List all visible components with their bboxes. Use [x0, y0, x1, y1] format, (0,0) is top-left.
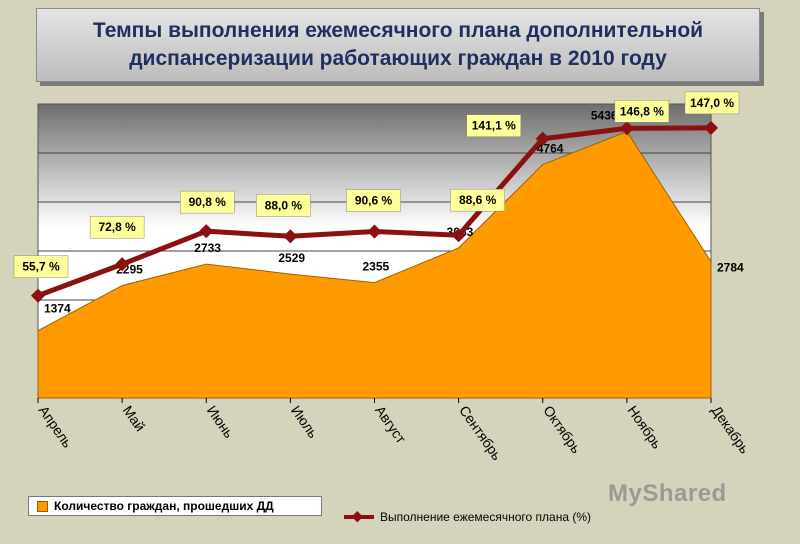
line-value-label: 88,0 % — [265, 198, 303, 212]
legend-area-label: Количество граждан, прошедших ДД — [54, 499, 274, 513]
line-value-label-box — [684, 91, 740, 115]
legend-area-swatch — [37, 500, 48, 512]
line-value-label: 90,6 % — [355, 194, 393, 208]
line-value-label-box — [466, 114, 521, 137]
area-series — [37, 131, 712, 399]
x-tick-label: Апрель — [36, 403, 76, 451]
line-point — [367, 224, 382, 239]
x-tick-label: Август — [372, 403, 410, 447]
area-value-label: 2733 — [194, 241, 221, 255]
area-value-label: 4764 — [537, 142, 564, 156]
line-value-label: 147,0 % — [690, 96, 734, 110]
legend-line-label: Выполнение ежемесячного плана (%) — [380, 510, 591, 524]
x-tick-label: Декабрь — [709, 403, 753, 457]
line-point — [30, 288, 46, 303]
x-tick-label: Ноябрь — [624, 403, 665, 452]
line-point — [451, 228, 466, 243]
line-value-label: 55,7 % — [22, 260, 60, 274]
chart-title-line-2: диспансеризации работающих граждан в 201… — [129, 47, 667, 70]
area-value-label: 2355 — [363, 260, 390, 274]
line-value-label: 90,8 % — [189, 195, 227, 209]
x-tick-label: Май — [120, 403, 149, 435]
x-tick-label: Июль — [288, 403, 322, 441]
line-point — [703, 120, 719, 135]
line-value-label-box — [346, 189, 401, 212]
line-value-label-box — [614, 100, 670, 123]
x-tick-label: Сентябрь — [456, 403, 505, 464]
legend-line-swatch — [344, 511, 374, 523]
line-value-label-box — [450, 188, 505, 212]
line-point — [283, 229, 298, 244]
legend-area-series: Количество граждан, прошедших ДД — [28, 496, 322, 516]
line-value-label-box — [89, 215, 145, 239]
x-tick-label: Июнь — [204, 403, 238, 441]
chart-title: Темпы выполнения ежемесячного плана допо… — [36, 8, 760, 82]
chart-title-line-1: Темпы выполнения ежемесячного плана допо… — [92, 19, 704, 42]
line-value-label-box — [13, 255, 69, 278]
line-value-label: 72,8 % — [98, 220, 136, 234]
watermark: MyShared — [608, 480, 727, 507]
area-value-label: 2529 — [278, 251, 305, 265]
area-value-label: 5436 — [591, 109, 618, 123]
line-value-label: 146,8 % — [620, 104, 664, 118]
line-value-label-box — [256, 194, 311, 217]
area-value-label: 2784 — [717, 261, 744, 275]
line-point — [199, 224, 214, 239]
x-tick-label: Октябрь — [540, 403, 584, 457]
line-point — [115, 257, 130, 272]
line-point — [619, 121, 634, 136]
line-value-label: 88,6 % — [459, 193, 497, 207]
line-point — [535, 131, 550, 146]
area-value-label: 1374 — [44, 302, 71, 316]
line-value-label: 141,1 % — [472, 119, 516, 133]
line-value-label-box — [180, 190, 235, 214]
legend-line-series: Выполнение ежемесячного плана (%) — [344, 510, 591, 524]
